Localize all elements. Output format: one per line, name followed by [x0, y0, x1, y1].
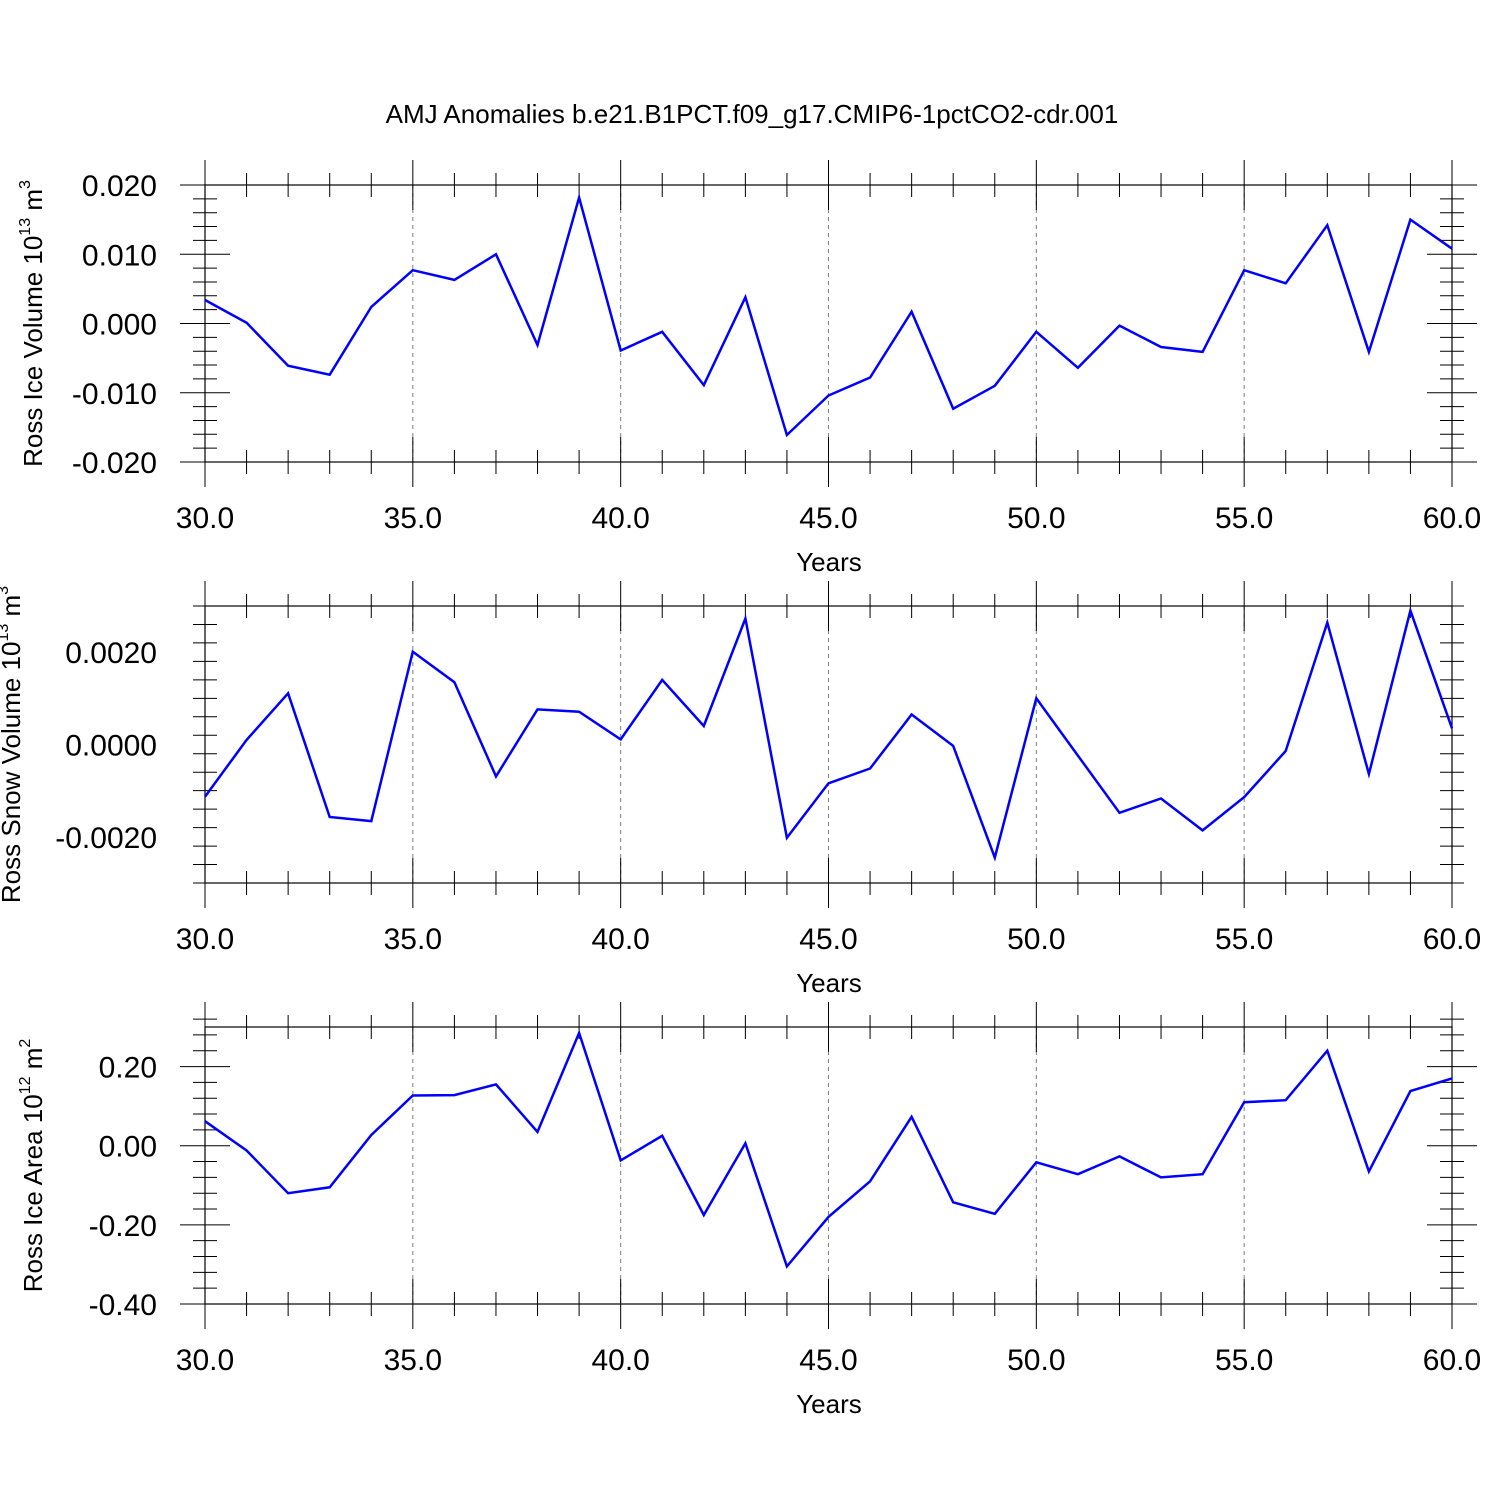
y-tick-label: 0.010	[82, 239, 157, 272]
y-tick-label: 0.000	[82, 309, 157, 342]
x-tick-label: 40.0	[591, 923, 649, 956]
series-line	[204, 192, 1453, 438]
y-axis-title: Ross Snow Volume 1013 m3	[0, 586, 26, 903]
x-tick-label: 35.0	[384, 502, 442, 535]
y-tick-label: 0.20	[99, 1052, 157, 1085]
x-tick-label: 60.0	[1423, 923, 1481, 956]
series-line	[203, 606, 1454, 862]
x-tick-label: 40.0	[591, 1344, 649, 1377]
x-tick-label: 35.0	[384, 923, 442, 956]
chart-panel-3: 30.0 35.0 40.0 45.0 50.0 55.0 60.0 -0.40 -0.20 0.…	[17, 1002, 1481, 1419]
x-tick-label: 55.0	[1215, 1344, 1273, 1377]
x-tick-label: 45.0	[799, 502, 857, 535]
x-tick-label: 55.0	[1215, 502, 1273, 535]
x-tick-label: 35.0	[384, 1344, 442, 1377]
chart-title: AMJ Anomalies b.e21.B1PCT.f09_g17.CMIP6-…	[386, 99, 1119, 129]
x-tick-label: 55.0	[1215, 923, 1273, 956]
x-axis-title: Years	[796, 547, 862, 577]
y-tick-label: 0.0020	[65, 637, 157, 670]
x-tick-label: 30.0	[176, 923, 234, 956]
y-tick-label: -0.20	[89, 1210, 157, 1243]
x-tick-label: 60.0	[1423, 1344, 1481, 1377]
x-tick-label: 45.0	[799, 923, 857, 956]
x-tick-label: 45.0	[799, 1344, 857, 1377]
plot-frame	[204, 605, 1453, 884]
y-tick-label: 0.020	[82, 170, 157, 203]
x-tick-label: 50.0	[1007, 502, 1065, 535]
y-tick-label: 0.0000	[65, 730, 157, 763]
y-tick-label: -0.010	[72, 378, 157, 411]
chart-panel-2: 30.0 35.0 40.0 45.0 50.0 55.0 60.0 -0.0020 0.000…	[0, 581, 1481, 998]
y-tick-label: -0.40	[89, 1289, 157, 1322]
y-axis-title: Ross Ice Area 1012 m2	[17, 1039, 48, 1293]
x-tick-label: 30.0	[176, 502, 234, 535]
panels-group: 30.0 35.0 40.0 45.0 50.0 55.0 60.0 -0.020 -0.010…	[0, 160, 1481, 1419]
x-tick-label: 30.0	[176, 1344, 234, 1377]
x-tick-label: 50.0	[1007, 1344, 1065, 1377]
y-axis-title: Ross Ice Volume 1013 m3	[17, 180, 48, 467]
y-tick-label: -0.0020	[55, 822, 157, 855]
x-axis-title: Years	[796, 1389, 862, 1419]
plot-frame	[204, 1026, 1453, 1305]
plot-frame	[204, 184, 1453, 463]
y-tick-label: 0.00	[99, 1131, 157, 1164]
x-tick-label: 40.0	[591, 502, 649, 535]
x-tick-label: 60.0	[1423, 502, 1481, 535]
x-axis-title: Years	[796, 968, 862, 998]
y-tick-label: -0.020	[72, 447, 157, 480]
series-line	[204, 1029, 1453, 1269]
x-tick-label: 50.0	[1007, 923, 1065, 956]
chart-panel-1: 30.0 35.0 40.0 45.0 50.0 55.0 60.0 -0.020 -0.010…	[17, 160, 1481, 577]
